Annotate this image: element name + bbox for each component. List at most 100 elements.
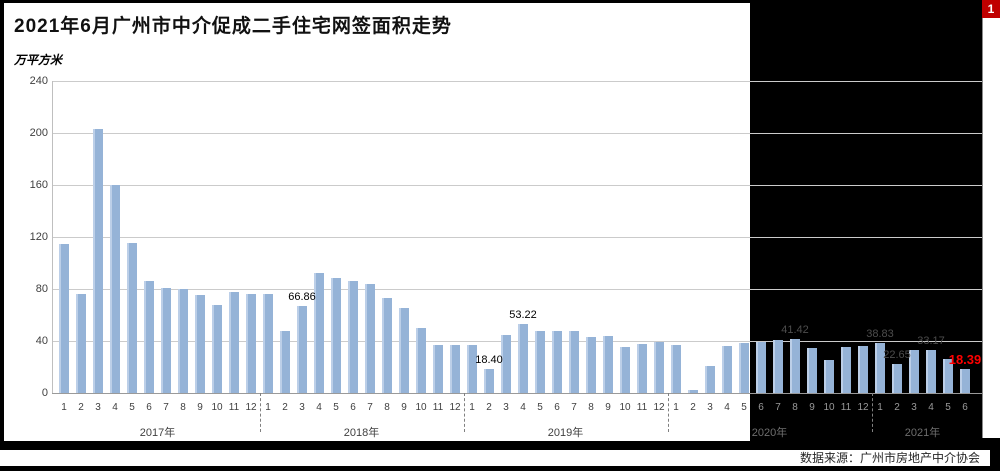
- year-separator-3: [871, 393, 873, 432]
- value-label-2021年-2: 22.65: [883, 348, 911, 361]
- year-separator-0: [259, 393, 261, 432]
- y-axis-unit-label: 万平方米: [14, 53, 63, 67]
- month-label-2018年-10: 10: [415, 402, 427, 413]
- month-label-2021年-1: 1: [877, 402, 883, 413]
- month-label-2019年-1: 1: [469, 402, 475, 413]
- month-label-2017年-3: 3: [95, 402, 101, 413]
- scrollbar-track[interactable]: [982, 18, 1000, 438]
- y-axis-line: [52, 81, 53, 393]
- bar-2019年-6: [552, 330, 562, 393]
- bar-2017年-12: [246, 294, 256, 393]
- bar-2019年-12: [654, 342, 664, 393]
- month-label-2021年-2: 2: [894, 402, 900, 413]
- month-label-2020年-1: 1: [673, 402, 679, 413]
- bar-2020年-6: [756, 341, 766, 393]
- bar-2017年-11: [229, 291, 239, 393]
- source-row: 数据来源：广州市房地产中介协会: [0, 450, 1000, 466]
- bar-2020年-12: [858, 345, 868, 393]
- month-label-2019年-7: 7: [571, 402, 577, 413]
- scrollbar-column[interactable]: 1: [982, 0, 1000, 450]
- bar-2017年-6: [144, 280, 154, 393]
- bar-2017年-1: [59, 244, 69, 393]
- month-label-2018年-4: 4: [316, 402, 322, 413]
- month-label-2020年-5: 5: [741, 402, 747, 413]
- month-label-2019年-5: 5: [537, 402, 543, 413]
- bar-2018年-6: [348, 280, 358, 393]
- y-tick-label-240: 240: [29, 75, 48, 87]
- month-label-2017年-5: 5: [129, 402, 135, 413]
- month-label-2018年-2: 2: [282, 402, 288, 413]
- value-label-2018年-3: 66.86: [288, 291, 316, 304]
- month-label-2018年-12: 12: [449, 402, 461, 413]
- footer-black-band: [0, 466, 1000, 471]
- month-label-2018年-11: 11: [432, 402, 444, 413]
- month-label-2019年-3: 3: [503, 402, 509, 413]
- month-label-2021年-4: 4: [928, 402, 934, 413]
- month-label-2021年-3: 3: [911, 402, 917, 413]
- month-label-2020年-12: 12: [857, 402, 869, 413]
- gridline-80: [52, 289, 982, 290]
- y-tick-label-0: 0: [41, 387, 48, 399]
- month-label-2018年-7: 7: [367, 402, 373, 413]
- bar-2017年-3: [93, 129, 103, 393]
- bar-2019年-3: [501, 334, 511, 393]
- bar-2017年-2: [76, 294, 86, 393]
- bar-2020年-11: [841, 347, 851, 393]
- month-label-2019年-2: 2: [486, 402, 492, 413]
- gridline-240: [52, 81, 982, 82]
- x-axis-line: [52, 393, 982, 394]
- bar-2017年-4: [110, 184, 120, 393]
- gridline-160: [52, 185, 982, 186]
- month-label-2018年-6: 6: [350, 402, 356, 413]
- bar-2020年-1: [671, 345, 681, 393]
- month-label-2017年-12: 12: [245, 402, 257, 413]
- bar-2021年-5: [943, 358, 953, 393]
- bar-2017年-9: [195, 295, 205, 393]
- scrollbar-foot: [982, 438, 1000, 450]
- bar-2018年-1: [263, 293, 273, 393]
- month-label-2019年-8: 8: [588, 402, 594, 413]
- month-label-2020年-2: 2: [690, 402, 696, 413]
- bar-2019年-2: [484, 369, 494, 393]
- bar-2020年-8: [790, 339, 800, 393]
- year-separator-1: [463, 393, 465, 432]
- bar-2018年-8: [382, 297, 392, 393]
- bar-2019年-5: [535, 330, 545, 393]
- y-tick-label-120: 120: [29, 231, 48, 243]
- month-label-2020年-9: 9: [809, 402, 815, 413]
- month-label-2017年-7: 7: [163, 402, 169, 413]
- month-label-2020年-6: 6: [758, 402, 764, 413]
- month-label-2019年-4: 4: [520, 402, 526, 413]
- bar-2018年-12: [450, 345, 460, 393]
- top-black-border: [0, 0, 1000, 3]
- gridline-40: [52, 341, 982, 342]
- month-label-2017年-10: 10: [211, 402, 223, 413]
- bar-2020年-2: [688, 389, 698, 393]
- month-label-2020年-11: 11: [840, 402, 852, 413]
- value-label-2021年-4: 33.17: [917, 334, 945, 347]
- bar-2018年-4: [314, 272, 324, 393]
- bar-2017年-7: [161, 287, 171, 393]
- value-label-2021年-1: 38.83: [866, 327, 894, 340]
- year-label-2019年: 2019年: [547, 427, 584, 439]
- bar-2020年-5: [739, 343, 749, 393]
- bar-2017年-8: [178, 289, 188, 393]
- bar-2018年-9: [399, 307, 409, 393]
- month-label-2017年-4: 4: [112, 402, 118, 413]
- bar-2018年-11: [433, 345, 443, 393]
- bar-2019年-4: [518, 323, 528, 393]
- bar-2019年-8: [586, 336, 596, 393]
- month-label-2020年-10: 10: [823, 402, 835, 413]
- y-tick-label-80: 80: [35, 283, 48, 295]
- page-number-badge[interactable]: 1: [982, 0, 1000, 18]
- bar-2019年-7: [569, 331, 579, 393]
- month-label-2017年-6: 6: [146, 402, 152, 413]
- month-label-2017年-11: 11: [228, 402, 240, 413]
- bar-2020年-4: [722, 346, 732, 393]
- month-label-2019年-9: 9: [605, 402, 611, 413]
- bar-2021年-6: [960, 369, 970, 393]
- bar-2021年-2: [892, 363, 902, 393]
- value-label-2019年-2: 18.40: [475, 354, 503, 367]
